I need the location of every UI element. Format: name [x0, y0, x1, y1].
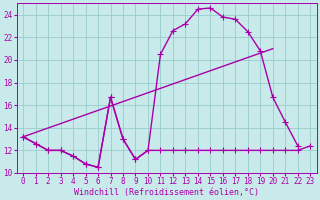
X-axis label: Windchill (Refroidissement éolien,°C): Windchill (Refroidissement éolien,°C) — [74, 188, 259, 197]
